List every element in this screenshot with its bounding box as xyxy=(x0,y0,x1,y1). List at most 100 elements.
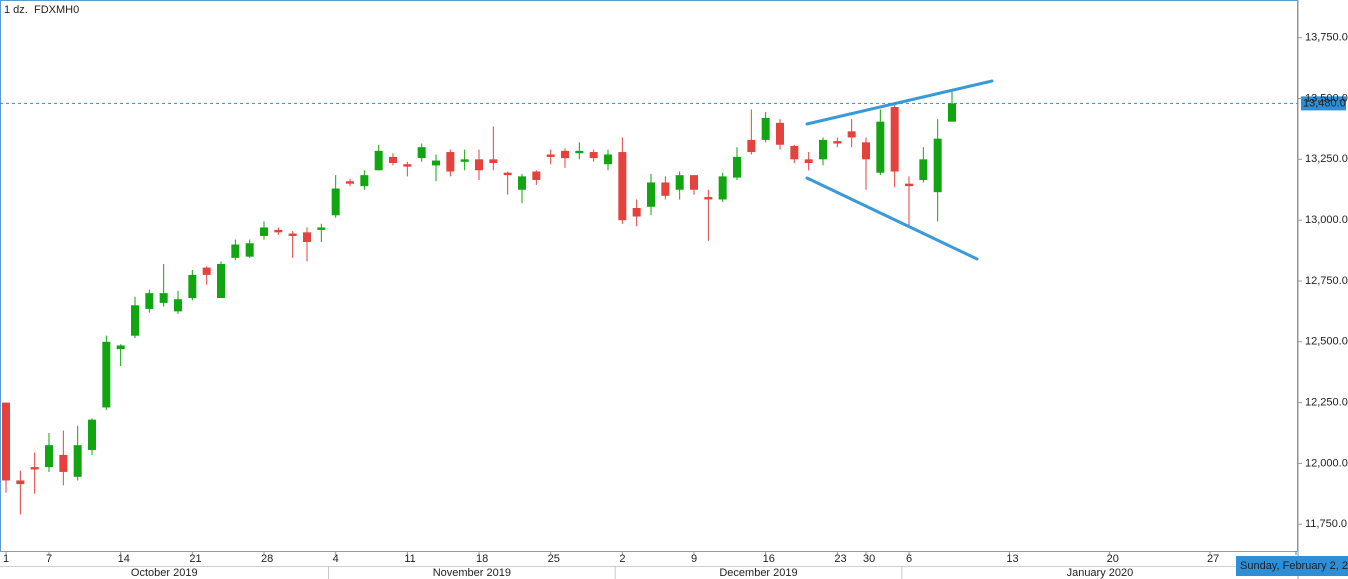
trend-line-lower xyxy=(805,176,979,261)
candle-body xyxy=(647,182,655,207)
candle-body xyxy=(475,159,483,171)
x-tick-label: 30 xyxy=(863,553,875,565)
candle-body xyxy=(346,181,354,184)
candle-body xyxy=(116,345,125,350)
x-tick-label: 28 xyxy=(261,553,273,565)
x-tick-label: 23 xyxy=(834,553,846,565)
candle-body xyxy=(575,150,584,154)
candle-body xyxy=(317,227,326,230)
candle-body xyxy=(675,175,684,190)
candle-body xyxy=(102,341,111,408)
trend-line-upper xyxy=(805,79,994,126)
candle-body xyxy=(274,229,283,233)
y-tick-label: 12,500.0 xyxy=(1305,336,1348,348)
candle-body xyxy=(260,227,268,236)
candle-body xyxy=(245,243,254,257)
candle-body xyxy=(145,293,154,309)
x-tick-label: 25 xyxy=(548,553,560,565)
last-price-box xyxy=(1301,96,1346,111)
candle-body xyxy=(174,299,182,312)
candle-body xyxy=(776,122,784,145)
candle-body xyxy=(73,445,82,477)
month-label: December 2019 xyxy=(719,567,797,579)
candle-body xyxy=(432,160,440,166)
candle-body xyxy=(532,171,541,181)
candle-body xyxy=(217,263,225,299)
candle-body xyxy=(589,152,598,159)
candle-body xyxy=(417,147,426,159)
candle-body xyxy=(847,131,856,138)
symbol-label: FDXMH0 xyxy=(34,4,79,16)
candle-body xyxy=(690,175,698,190)
y-tick-label: 11,750.0 xyxy=(1305,518,1347,530)
x-tick-label: 4 xyxy=(333,553,339,565)
y-tick-label: 13,500.0 xyxy=(1305,92,1348,104)
x-tick-label: 11 xyxy=(404,553,415,565)
candle-body xyxy=(403,164,412,167)
marks xyxy=(2,90,956,515)
x-tick-label: 13 xyxy=(1006,553,1018,565)
x-tick-label: 7 xyxy=(46,553,52,565)
candle-body xyxy=(905,183,913,187)
candle-body xyxy=(159,293,168,303)
candle-body xyxy=(360,175,369,187)
x-tick-label: 9 xyxy=(691,553,697,565)
candle-body xyxy=(618,152,627,221)
candle-body xyxy=(303,232,311,243)
candle-body xyxy=(833,141,842,144)
cursor-date-box xyxy=(1236,556,1348,576)
candle-body xyxy=(862,142,870,160)
x-tick-label: 27 xyxy=(1207,553,1219,565)
candle-body xyxy=(59,454,68,472)
candle-body xyxy=(489,159,498,163)
candle-body xyxy=(503,172,512,176)
x-tick-label: 18 xyxy=(476,553,488,565)
candle-body xyxy=(733,156,741,178)
x-tick-label: 6 xyxy=(906,553,912,565)
candle-body xyxy=(948,103,956,122)
month-label: January 2020 xyxy=(1067,567,1134,579)
x-tick-label: 2 xyxy=(619,553,625,565)
interval-label: 1 dz. xyxy=(4,4,28,16)
candle-body xyxy=(45,445,53,468)
x-tick-label: 21 xyxy=(189,553,201,565)
y-tick-label: 13,000.0 xyxy=(1305,214,1348,226)
candle-body xyxy=(661,182,670,196)
candle-body xyxy=(331,188,340,216)
x-tick-label: 1 xyxy=(3,553,9,565)
x-tick-label: 20 xyxy=(1107,553,1119,565)
candle-body xyxy=(518,176,526,190)
candle-body xyxy=(604,154,612,165)
candle-body xyxy=(819,139,827,160)
y-tick-label: 12,000.0 xyxy=(1305,457,1348,469)
candle-body xyxy=(2,402,10,481)
month-label: November 2019 xyxy=(433,567,511,579)
candle-body xyxy=(790,145,799,160)
candle-body xyxy=(374,150,383,171)
y-tick-label: 12,250.0 xyxy=(1305,397,1348,409)
y-tick-label: 13,750.0 xyxy=(1305,32,1348,44)
candle-body xyxy=(30,467,39,470)
x-tick-label: 16 xyxy=(763,553,775,565)
candle-body xyxy=(460,159,469,162)
candle-body xyxy=(188,274,197,299)
candle-body xyxy=(561,150,569,159)
candle-body xyxy=(876,121,885,173)
candle-body xyxy=(446,152,455,172)
overlay: 13,480.0 Sunday, February 2, 2020 xyxy=(0,96,1348,576)
candle-body xyxy=(747,139,756,153)
candle-body xyxy=(890,107,899,172)
candle-body xyxy=(231,244,240,258)
plot-frame xyxy=(0,0,1298,552)
candle-body xyxy=(632,207,641,217)
candle-body xyxy=(933,138,942,193)
candle-body xyxy=(88,419,96,451)
month-label: October 2019 xyxy=(131,567,198,579)
last-price-label: 13,480.0 xyxy=(1303,97,1346,109)
candle-body xyxy=(16,480,25,485)
cursor-date-label: Sunday, February 2, 2020 xyxy=(1240,560,1348,572)
candle-body xyxy=(202,267,211,275)
candle-body xyxy=(761,117,770,140)
